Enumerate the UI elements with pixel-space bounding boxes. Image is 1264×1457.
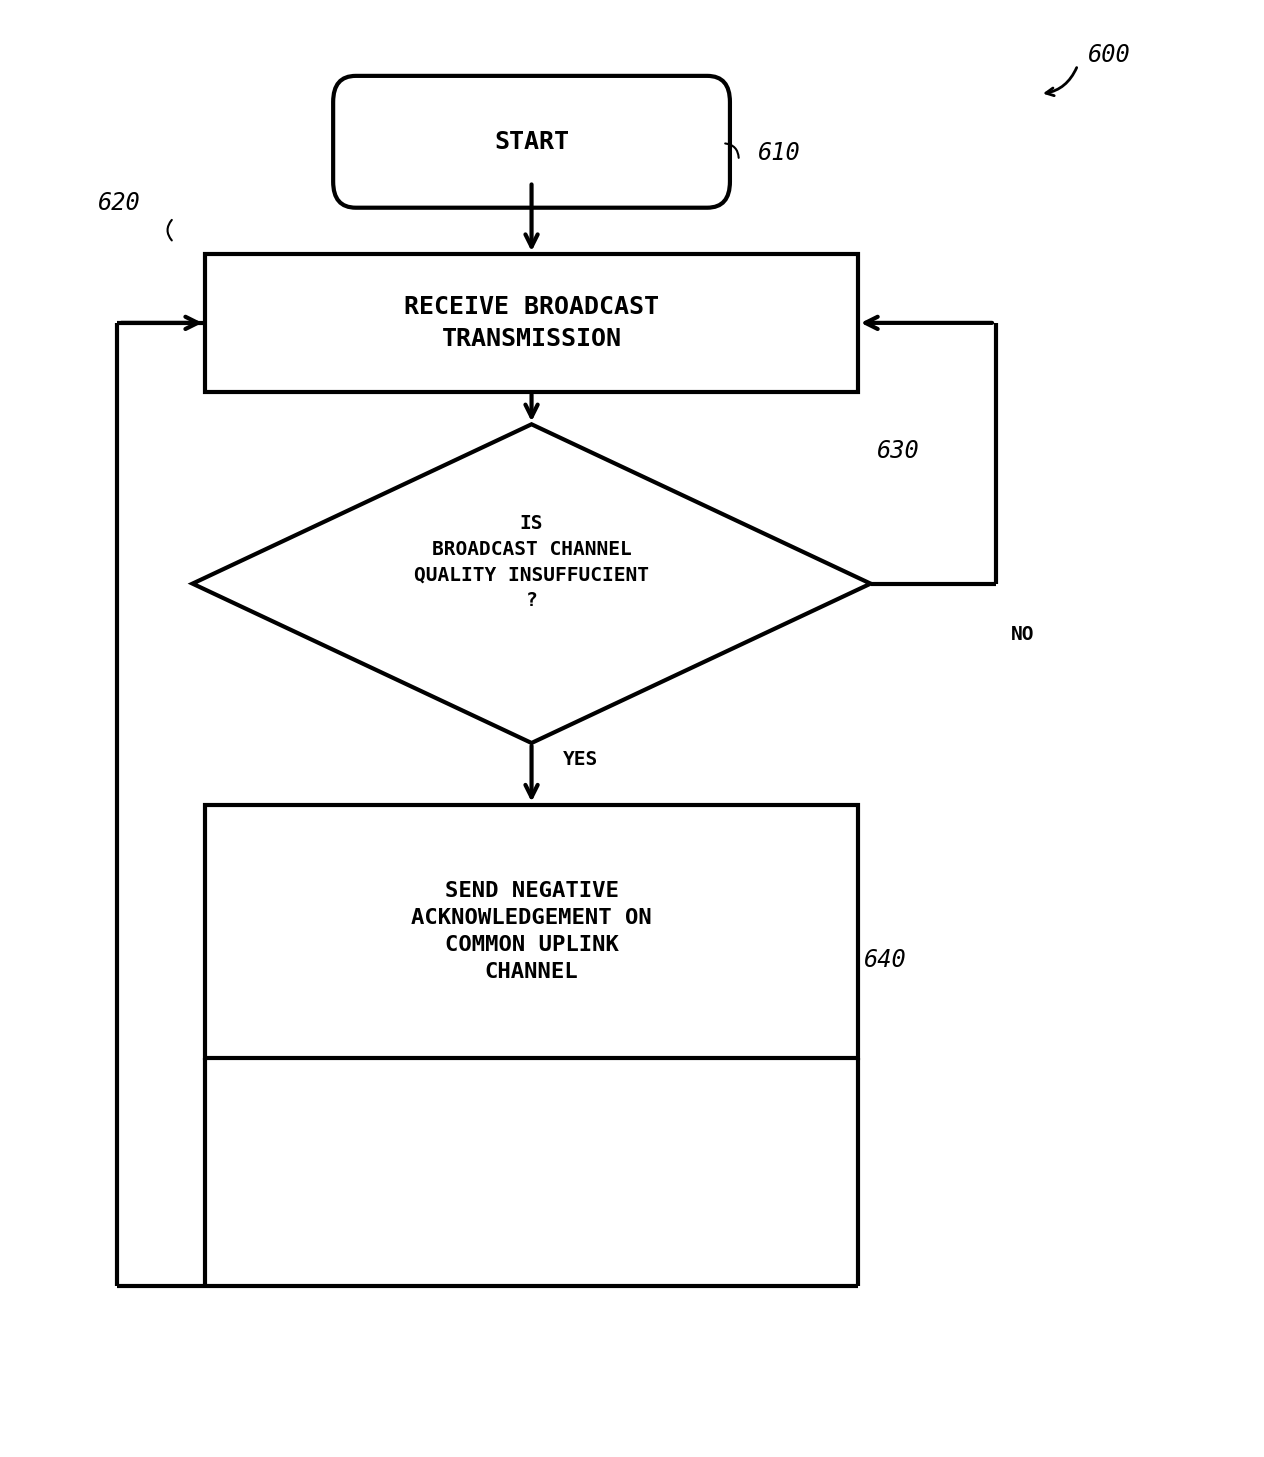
Text: RECEIVE BROADCAST
TRANSMISSION: RECEIVE BROADCAST TRANSMISSION [404,296,659,351]
Polygon shape [192,424,871,743]
Bar [205,254,858,392]
Text: 610: 610 [757,141,800,166]
Text: YES: YES [562,750,598,769]
Text: IS
BROADCAST CHANNEL
QUALITY INSUFFUCIENT
?: IS BROADCAST CHANNEL QUALITY INSUFFUCIEN… [415,514,648,610]
Text: START: START [494,130,569,154]
Text: 630: 630 [877,439,920,463]
FancyBboxPatch shape [334,76,729,208]
Text: NO: NO [1011,625,1035,644]
Text: 600: 600 [1088,42,1130,67]
Text: SEND NEGATIVE
ACKNOWLEDGEMENT ON
COMMON UPLINK
CHANNEL: SEND NEGATIVE ACKNOWLEDGEMENT ON COMMON … [411,880,652,982]
Bar [205,804,858,1058]
Text: 640: 640 [865,949,908,972]
Text: 620: 620 [99,191,142,216]
